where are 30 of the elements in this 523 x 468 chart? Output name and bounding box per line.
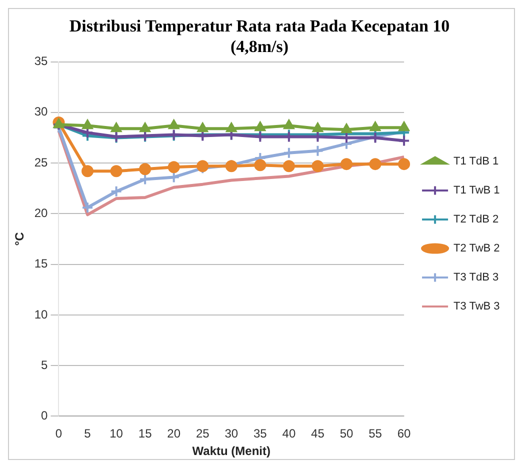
legend-label: T1 TdB 1 bbox=[454, 156, 499, 168]
x-tick-label: 45 bbox=[311, 426, 325, 441]
y-tick-label: 5 bbox=[41, 358, 48, 372]
x-tick-label: 20 bbox=[167, 426, 181, 441]
legend-label: T1 TwB 1 bbox=[454, 184, 500, 197]
x-tick-label: 55 bbox=[368, 426, 382, 441]
y-tick-label: 0 bbox=[41, 408, 48, 423]
x-tick-label: 50 bbox=[340, 426, 354, 441]
y-tick-label: 15 bbox=[34, 256, 48, 271]
legend-label: T2 TwB 2 bbox=[454, 242, 500, 255]
y-tick-label: 20 bbox=[34, 206, 48, 220]
legend-label: T2 TdB 2 bbox=[454, 214, 499, 226]
x-tick-label: 30 bbox=[224, 426, 238, 441]
x-tick-label: 0 bbox=[55, 426, 62, 441]
x-tick-label: 15 bbox=[138, 426, 152, 441]
y-tick-label: 30 bbox=[34, 104, 48, 119]
x-tick-label: 40 bbox=[282, 426, 296, 441]
chart-title: Distribusi Temperatur Rata rata Pada Kecepatan 10 (4,8m/s) bbox=[69, 16, 450, 56]
legend-label: T3 TdB 3 bbox=[454, 272, 499, 284]
x-tick-label: 10 bbox=[110, 426, 124, 441]
x-tick-label: 25 bbox=[196, 426, 210, 441]
y-tick-label: 35 bbox=[34, 54, 48, 68]
y-axis-title: °C bbox=[12, 232, 27, 246]
x-axis-title: Waktu (Menit) bbox=[192, 444, 271, 458]
x-tick-label: 60 bbox=[397, 426, 412, 441]
legend-label: T3 TwB 3 bbox=[454, 300, 500, 313]
y-tick-label: 25 bbox=[34, 155, 48, 170]
x-tick-label: 35 bbox=[253, 426, 268, 441]
x-tick-label: 5 bbox=[84, 426, 92, 441]
y-tick-label: 10 bbox=[34, 307, 48, 322]
